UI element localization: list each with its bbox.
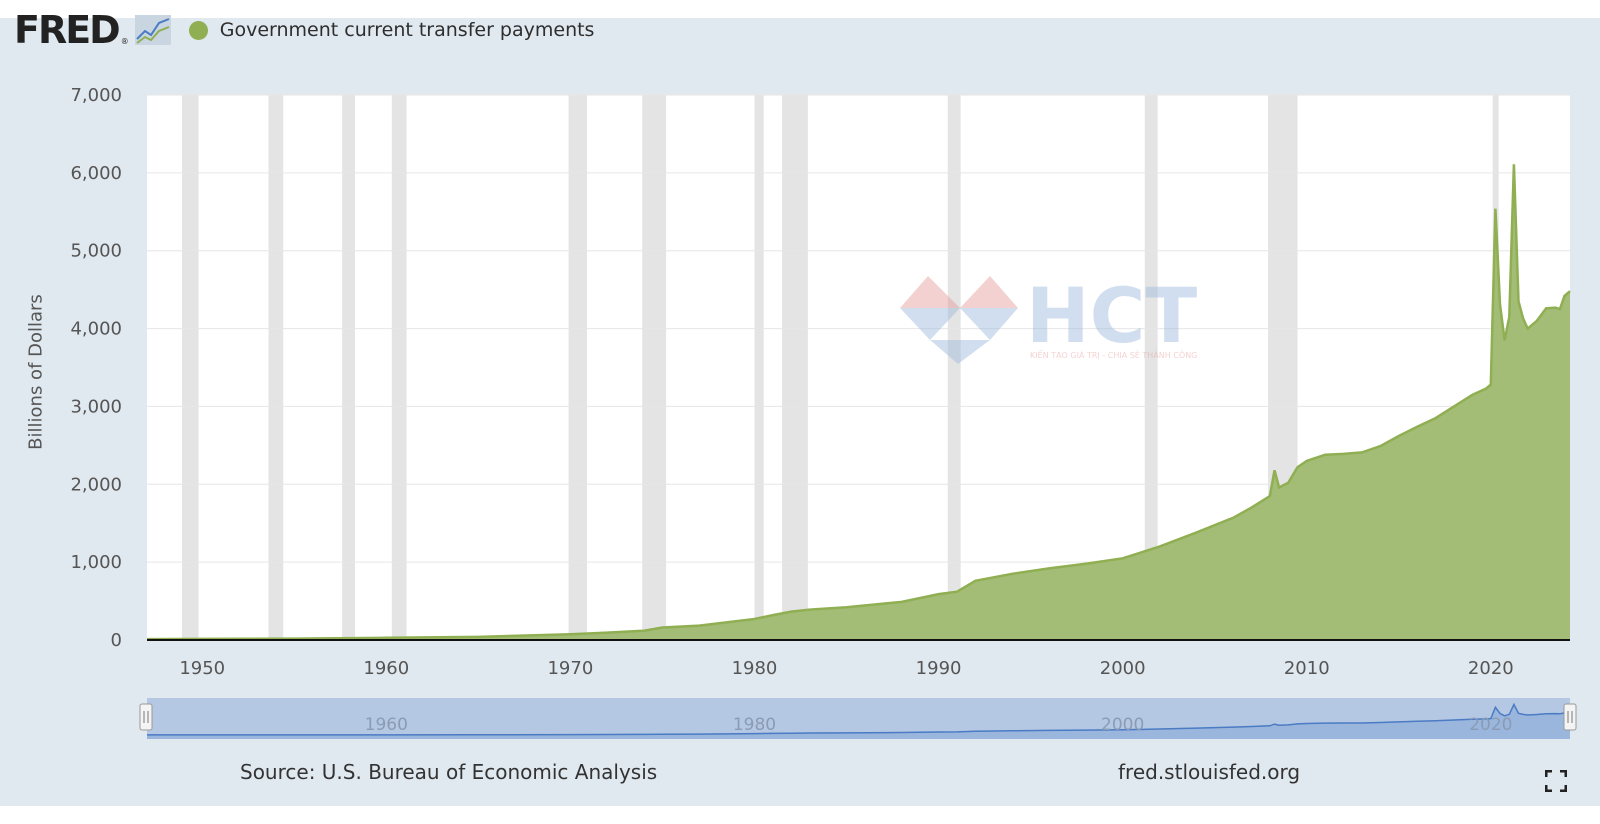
line-graph-icon	[134, 15, 171, 45]
watermark-diamond-right	[960, 276, 1018, 308]
recession-bands	[181, 95, 1499, 640]
navigator-tick-label: 1980	[733, 715, 776, 735]
navigator-handle-right[interactable]	[1563, 703, 1577, 731]
recession-band	[268, 95, 284, 640]
watermark-diamond-left	[900, 276, 960, 308]
recession-band	[568, 95, 587, 640]
x-tick-label: 2000	[1100, 658, 1146, 679]
recession-band	[754, 95, 764, 640]
source-text: Source: U.S. Bureau of Economic Analysis	[240, 760, 658, 784]
y-tick-label: 0	[111, 630, 122, 651]
y-tick-label: 2,000	[70, 474, 122, 495]
recession-band	[947, 95, 961, 640]
fullscreen-icon[interactable]	[1545, 770, 1567, 792]
recession-band	[342, 95, 356, 640]
watermark-diamond-bottom-right	[960, 308, 1018, 340]
y-axis-ticks: 0 1,000 2,000 3,000 4,000 5,000 6,000 7,000	[70, 85, 122, 651]
fred-logo[interactable]: FRED	[14, 8, 121, 52]
fred-registered-mark: ®	[120, 37, 129, 46]
x-tick-label: 2020	[1468, 658, 1514, 679]
recession-band	[391, 95, 407, 640]
navigator-tick-label: 2020	[1469, 715, 1512, 735]
y-tick-label: 6,000	[70, 163, 122, 184]
range-navigator[interactable]: 1960 1980 2000 2020	[139, 698, 1577, 739]
series-area	[147, 164, 1570, 641]
recession-band	[782, 95, 808, 640]
y-tick-label: 3,000	[70, 396, 122, 417]
navigator-tick-label: 1960	[365, 715, 408, 735]
x-tick-label: 1950	[179, 658, 225, 679]
navigator-area	[147, 704, 1570, 739]
legend-marker	[188, 20, 208, 40]
navigator-tick-label: 2000	[1101, 715, 1144, 735]
x-axis-ticks: 1950 1960 1970 1980 1990 2000 2010 2020	[179, 658, 1513, 679]
y-axis-label: Billions of Dollars	[25, 294, 47, 450]
navigator-line	[147, 702, 1571, 736]
recession-band	[642, 95, 667, 640]
chart-header: FRED ® Government current transfer payme…	[14, 10, 594, 50]
watermark-diamond-bottom-left	[900, 308, 960, 340]
watermark-diamond-tip	[930, 340, 990, 364]
x-tick-label: 1960	[363, 658, 409, 679]
series-layer	[146, 164, 1571, 641]
watermark-text: HCT	[1026, 271, 1197, 360]
x-tick-label: 2010	[1284, 658, 1330, 679]
y-tick-label: 4,000	[70, 319, 122, 340]
x-tick-label: 1980	[732, 658, 778, 679]
series-line	[146, 164, 1571, 641]
fred-url-link[interactable]: fred.stlouisfed.org	[1118, 760, 1301, 784]
legend-label[interactable]: Government current transfer payments	[219, 19, 595, 41]
x-tick-label: 1990	[916, 658, 962, 679]
watermark-tagline: KIẾN TẠO GIÁ TRỊ - CHIA SẺ THÀNH CÔNG	[1030, 349, 1197, 361]
y-tick-label: 7,000	[70, 85, 122, 106]
recession-band	[1144, 95, 1158, 640]
y-tick-label: 1,000	[70, 552, 122, 573]
navigator-ticks: 1960 1980 2000 2020	[365, 715, 1513, 735]
recession-band	[181, 95, 199, 640]
navigator-series	[147, 702, 1571, 739]
navigator-handle-left[interactable]	[139, 703, 153, 731]
x-tick-label: 1970	[547, 658, 593, 679]
hct-watermark: HCT KIẾN TẠO GIÁ TRỊ - CHIA SẺ THÀNH CÔN…	[900, 271, 1197, 364]
y-tick-label: 5,000	[70, 241, 122, 262]
